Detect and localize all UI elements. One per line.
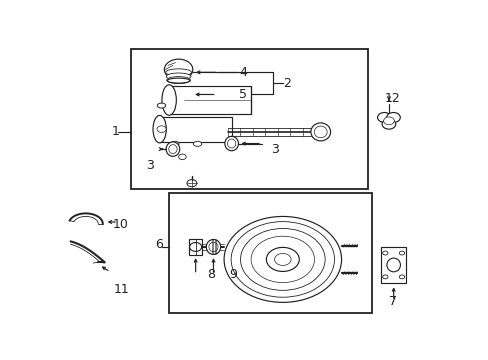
Circle shape — [399, 275, 404, 279]
Circle shape — [266, 247, 299, 271]
Circle shape — [157, 126, 166, 132]
Text: 4: 4 — [239, 66, 246, 79]
Text: 9: 9 — [229, 268, 237, 281]
Text: 12: 12 — [385, 92, 400, 105]
Ellipse shape — [193, 141, 202, 146]
Text: 5: 5 — [239, 88, 247, 101]
Circle shape — [186, 180, 196, 187]
Ellipse shape — [167, 78, 189, 83]
Circle shape — [251, 236, 314, 283]
Circle shape — [386, 112, 400, 122]
Ellipse shape — [386, 258, 400, 272]
Ellipse shape — [168, 145, 177, 153]
Ellipse shape — [206, 239, 220, 255]
Text: 3: 3 — [146, 159, 154, 172]
Text: 8: 8 — [206, 268, 214, 281]
Ellipse shape — [176, 92, 184, 97]
Circle shape — [178, 154, 186, 159]
Ellipse shape — [208, 242, 218, 252]
Bar — [381, 247, 405, 283]
Ellipse shape — [172, 89, 188, 100]
Circle shape — [381, 119, 395, 129]
Ellipse shape — [157, 103, 165, 108]
Ellipse shape — [310, 123, 330, 141]
Text: 10: 10 — [112, 218, 128, 231]
Circle shape — [224, 216, 341, 302]
Circle shape — [399, 251, 404, 255]
Ellipse shape — [170, 141, 179, 146]
Text: 7: 7 — [388, 296, 396, 309]
Text: 1: 1 — [112, 125, 120, 138]
Ellipse shape — [164, 59, 192, 80]
Ellipse shape — [227, 139, 235, 148]
Bar — [169, 86, 250, 114]
Circle shape — [231, 222, 334, 297]
Text: 6: 6 — [155, 238, 163, 251]
Circle shape — [240, 229, 325, 291]
Bar — [159, 117, 231, 141]
Ellipse shape — [166, 73, 190, 80]
Ellipse shape — [314, 126, 326, 138]
Circle shape — [377, 112, 390, 122]
Circle shape — [189, 243, 202, 251]
Circle shape — [382, 251, 387, 255]
Bar — [131, 49, 367, 189]
Circle shape — [383, 117, 393, 125]
Circle shape — [382, 275, 387, 279]
Ellipse shape — [153, 116, 166, 143]
Bar — [188, 239, 202, 255]
Ellipse shape — [224, 136, 238, 151]
Circle shape — [274, 253, 290, 265]
Text: 2: 2 — [282, 77, 290, 90]
Ellipse shape — [166, 142, 180, 156]
Text: 3: 3 — [271, 143, 279, 157]
Ellipse shape — [166, 77, 190, 84]
Ellipse shape — [162, 85, 176, 115]
Text: 11: 11 — [114, 283, 129, 296]
Ellipse shape — [165, 69, 191, 76]
Ellipse shape — [168, 87, 192, 102]
Bar — [169, 193, 371, 314]
